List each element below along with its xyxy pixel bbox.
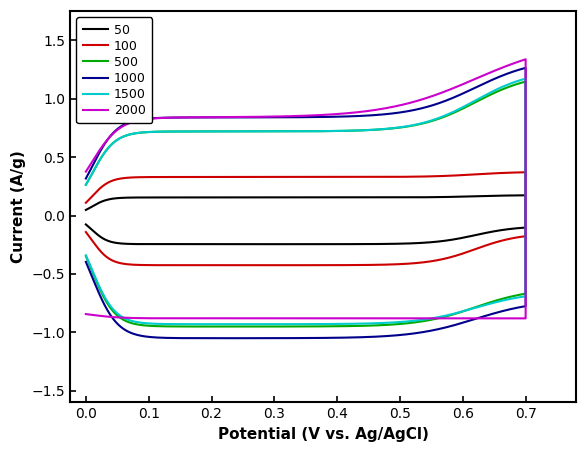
X-axis label: Potential (V vs. Ag/AgCl): Potential (V vs. Ag/AgCl) [218,427,429,442]
1000 [522,65,529,71]
Line: 2000: 2000 [86,59,525,318]
Line: 500: 500 [86,82,525,327]
50 [82,207,89,212]
1500 [82,182,89,188]
50 [510,193,517,198]
1500 [510,80,517,85]
100 [107,257,114,262]
Y-axis label: Current (A/g): Current (A/g) [11,150,26,263]
Legend: 50, 100, 500, 1000, 1500, 2000: 50, 100, 500, 1000, 1500, 2000 [76,17,152,124]
1500 [487,90,494,95]
1000 [82,176,89,181]
Line: 100: 100 [86,172,525,265]
2000 [522,57,529,62]
100 [82,200,89,206]
50 [487,193,494,198]
Line: 1000: 1000 [86,68,525,338]
50 [127,195,134,200]
1000 [107,313,114,318]
500 [107,306,114,311]
1000 [127,119,134,125]
1000 [269,335,276,341]
100 [269,262,276,268]
100 [510,170,517,175]
500 [214,324,221,329]
2000 [82,311,89,317]
100 [207,262,214,268]
1500 [269,322,276,327]
500 [522,79,529,84]
500 [127,131,134,137]
50 [201,241,208,247]
2000 [107,314,114,320]
Line: 50: 50 [86,195,525,244]
2000 [522,316,529,321]
100 [82,229,89,235]
100 [487,171,494,176]
50 [522,193,529,198]
500 [107,305,114,311]
2000 [82,169,89,174]
100 [107,257,114,262]
1500 [522,76,529,82]
2000 [127,120,134,125]
2000 [487,70,494,75]
1000 [217,336,224,341]
2000 [268,316,275,321]
500 [82,253,89,259]
500 [487,92,494,97]
1000 [107,313,114,318]
1000 [82,259,89,265]
500 [510,82,517,88]
1000 [487,78,494,83]
1000 [510,69,517,74]
100 [127,175,134,180]
50 [269,241,276,247]
100 [522,169,529,175]
1500 [215,322,222,327]
Line: 1500: 1500 [86,79,525,324]
1500 [82,253,89,258]
50 [82,222,89,227]
500 [269,324,276,329]
1500 [107,304,114,309]
1500 [107,304,114,309]
50 [107,239,114,245]
2000 [107,314,114,320]
500 [82,182,89,188]
50 [107,239,114,244]
1500 [127,131,134,137]
2000 [510,61,517,66]
